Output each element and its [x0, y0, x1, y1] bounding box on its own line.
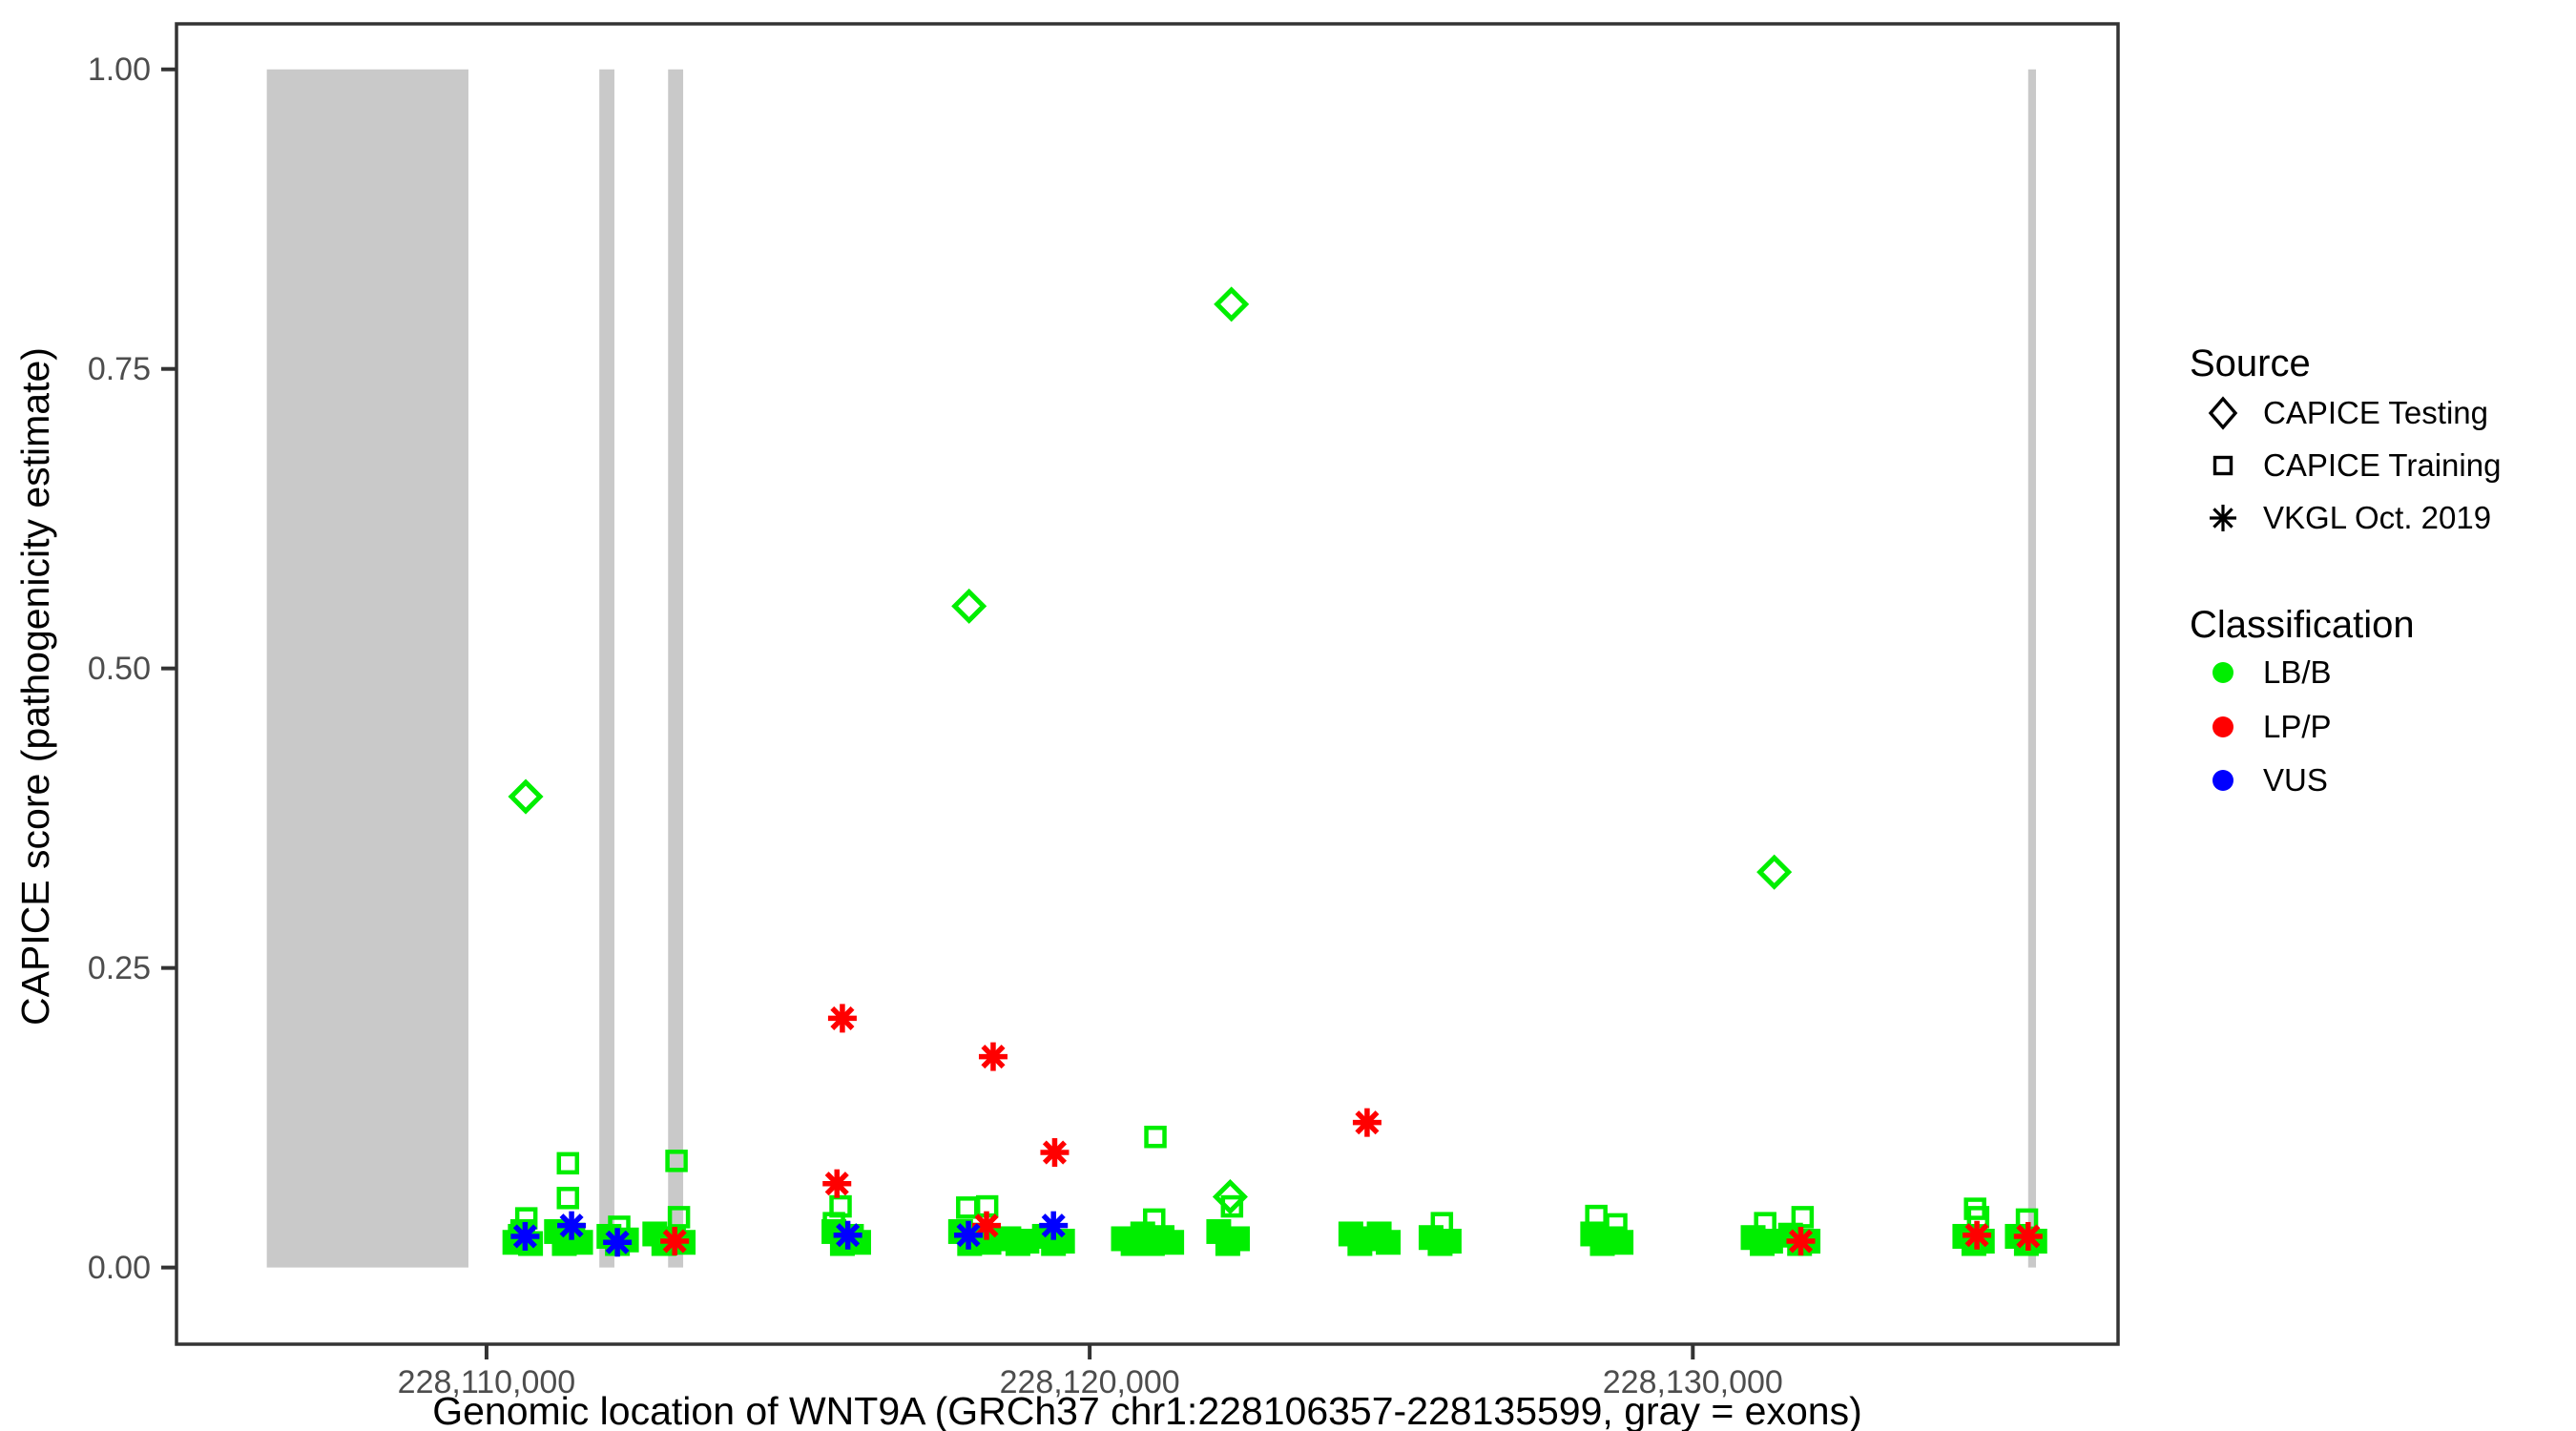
data-point-square [822, 1212, 845, 1234]
data-point-square [1143, 1208, 1166, 1232]
legend-source-title: Source [2190, 342, 2311, 384]
exon-bar [668, 69, 684, 1268]
legend-item-label: VUS [2263, 762, 2328, 798]
data-point-square [556, 1151, 580, 1175]
data-point-asterisk [603, 1228, 633, 1257]
data-point-square [1791, 1206, 1815, 1229]
x-tick-label: 228,120,000 [999, 1364, 1180, 1400]
y-tick-label: 0.50 [87, 650, 151, 687]
legend-item-label: CAPICE Testing [2263, 395, 2488, 430]
asterisk-icon [2210, 505, 2236, 531]
data-point-square-dense [1225, 1226, 1251, 1252]
y-tick-label: 0.75 [87, 350, 151, 387]
exon-bar [266, 69, 468, 1268]
data-point-square-dense [1376, 1230, 1402, 1255]
data-point-square [556, 1187, 580, 1210]
data-point-asterisk [2013, 1221, 2043, 1251]
data-point-asterisk [978, 1042, 1008, 1071]
data-point-asterisk [1040, 1138, 1070, 1168]
vus-dot-icon [2212, 770, 2233, 791]
legend-item-label: LP/P [2263, 709, 2332, 744]
data-point-square [1144, 1125, 1167, 1149]
legend-item-capice-training: CAPICE Training [2200, 443, 2501, 488]
data-point-asterisk [827, 1004, 857, 1033]
square-icon [2212, 455, 2233, 476]
lpp-dot-icon [2212, 716, 2233, 737]
legend-item-vus: VUS [2200, 757, 2328, 803]
data-point-square [956, 1196, 979, 1219]
legend-item-label: CAPICE Training [2263, 447, 2502, 483]
y-tick-label: 0.00 [87, 1249, 151, 1286]
legend-item-lpp: LP/P [2200, 704, 2332, 750]
legend-item-capice-testing: CAPICE Testing [2200, 390, 2488, 436]
data-point-asterisk [1352, 1108, 1381, 1137]
data-point-square [1605, 1213, 1628, 1236]
y-tick-label: 1.00 [87, 51, 151, 88]
data-point-asterisk [1963, 1220, 1992, 1250]
exon-bar [599, 69, 614, 1268]
data-point-square [667, 1206, 691, 1229]
legend-item-vkgl: VKGL Oct. 2019 [2200, 495, 2491, 541]
y-tick-label: 0.25 [87, 949, 151, 986]
data-point-diamond [951, 588, 987, 624]
data-point-diamond [1212, 1178, 1248, 1215]
data-point-square [1430, 1212, 1454, 1234]
data-point-asterisk [660, 1226, 690, 1255]
data-point-diamond [1756, 854, 1793, 890]
data-point-square [1754, 1212, 1776, 1234]
legend-classification-title: Classification [2190, 604, 2415, 646]
data-point-asterisk [557, 1211, 587, 1240]
legend-item-label: LB/B [2263, 654, 2332, 690]
x-tick-label: 228,110,000 [397, 1364, 576, 1400]
exon-bar [2027, 69, 2037, 1268]
x-tick-label: 228,130,000 [1602, 1364, 1783, 1400]
legend-item-lbb: LB/B [2200, 650, 2332, 695]
data-point-diamond [1214, 286, 1250, 322]
diamond-icon [2208, 396, 2238, 430]
data-point-asterisk [1786, 1226, 1816, 1255]
data-point-square [665, 1150, 688, 1172]
panel-border [175, 22, 2120, 1346]
data-point-diamond [508, 778, 544, 815]
x-axis-title: Genomic location of WNT9A (GRCh37 chr1:2… [432, 1389, 1862, 1431]
data-point-asterisk [822, 1169, 852, 1198]
data-point-asterisk [833, 1220, 862, 1250]
data-point-asterisk [510, 1221, 540, 1251]
lbb-dot-icon [2212, 662, 2233, 683]
data-point-asterisk [1039, 1211, 1069, 1240]
data-point-square-dense [1159, 1230, 1185, 1255]
legend-item-label: VKGL Oct. 2019 [2263, 500, 2492, 535]
data-point-asterisk [954, 1220, 984, 1250]
